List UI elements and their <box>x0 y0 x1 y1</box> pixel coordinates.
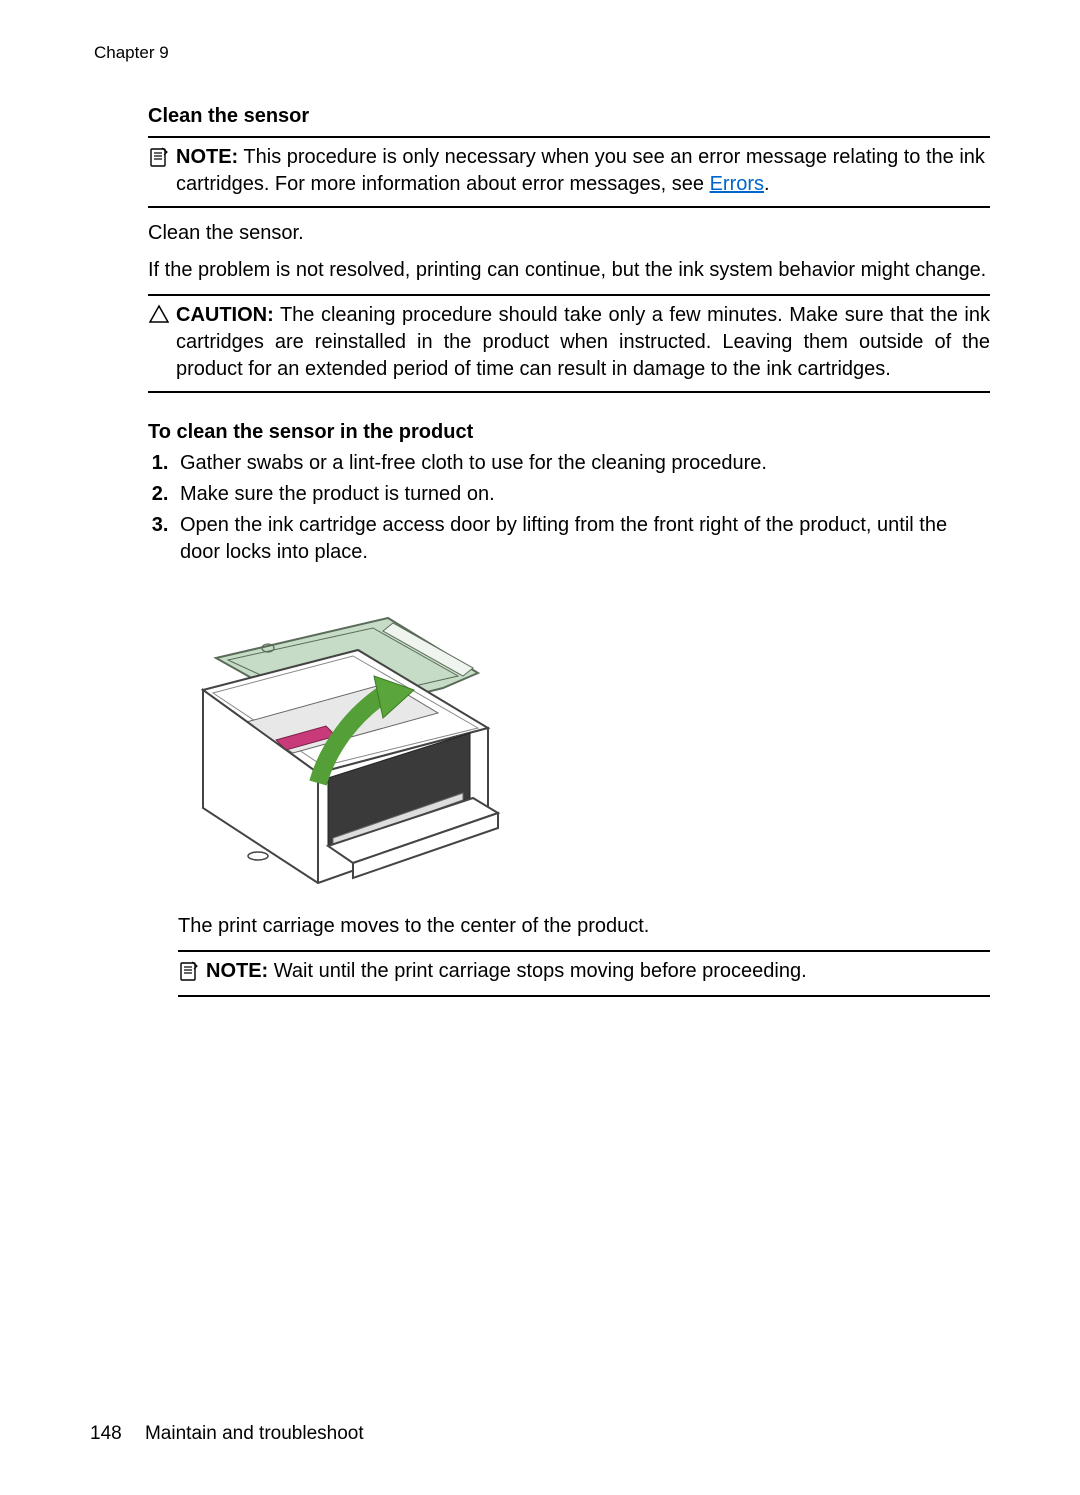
caution-label: CAUTION: <box>176 304 274 326</box>
note-text-after: . <box>764 173 770 195</box>
list-item: Open the ink cartridge access door by li… <box>174 512 990 566</box>
caution-text: The cleaning procedure should take only … <box>176 304 990 380</box>
note-label: NOTE: <box>176 146 238 168</box>
note-text: This procedure is only necessary when yo… <box>176 146 985 195</box>
list-item: Gather swabs or a lint-free cloth to use… <box>174 450 990 477</box>
paragraph: The print carriage moves to the center o… <box>178 913 990 940</box>
subsection-title: To clean the sensor in the product <box>148 421 990 444</box>
note-icon <box>178 960 206 987</box>
page-number: 148 <box>90 1423 122 1444</box>
chapter-header: Chapter 9 <box>94 43 990 63</box>
errors-link[interactable]: Errors <box>710 173 764 195</box>
footer-title: Maintain and troubleshoot <box>145 1423 364 1444</box>
page-footer: 148 Maintain and troubleshoot <box>90 1423 364 1445</box>
section-title: Clean the sensor <box>148 105 990 128</box>
note-callout: NOTE: This procedure is only necessary w… <box>148 136 990 208</box>
note-text: Wait until the print carriage stops movi… <box>274 960 807 982</box>
caution-callout: CAUTION: The cleaning procedure should t… <box>148 294 990 393</box>
steps-list: Gather swabs or a lint-free cloth to use… <box>148 450 990 566</box>
printer-illustration <box>178 588 990 903</box>
caution-icon <box>148 304 176 329</box>
paragraph: Clean the sensor. <box>148 220 990 247</box>
note-icon <box>148 146 176 173</box>
paragraph: If the problem is not resolved, printing… <box>148 257 990 284</box>
note-callout: NOTE: Wait until the print carriage stop… <box>178 950 990 997</box>
list-item: Make sure the product is turned on. <box>174 481 990 508</box>
note-label: NOTE: <box>206 960 268 982</box>
